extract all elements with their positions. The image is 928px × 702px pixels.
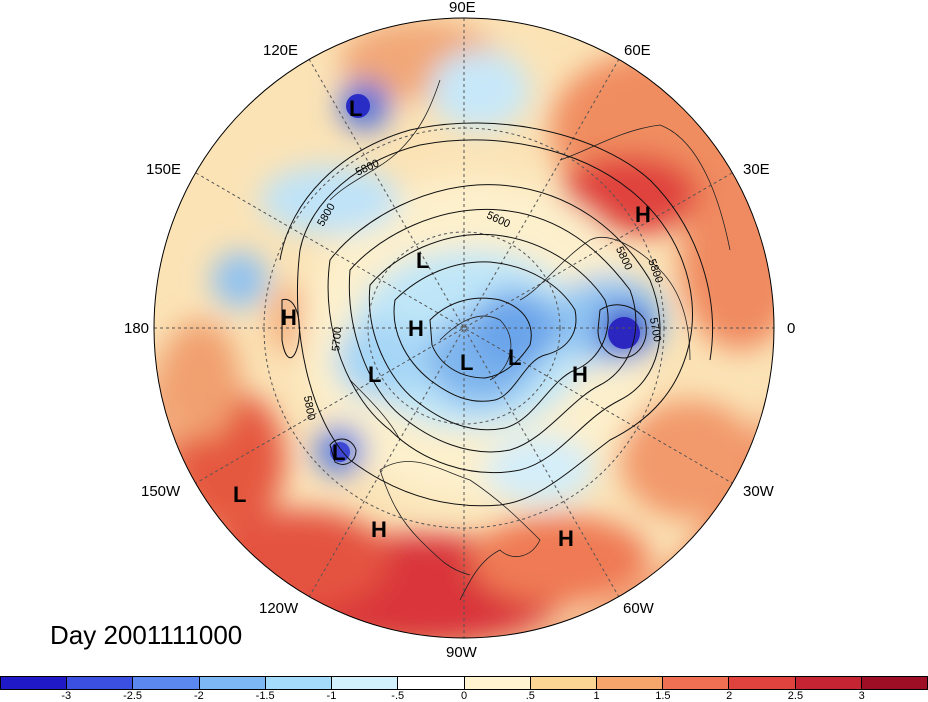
height-contours xyxy=(279,122,713,507)
colorbar-segment xyxy=(398,677,465,689)
high-pressure-center: H xyxy=(281,305,297,330)
low-pressure-center: L xyxy=(508,345,521,370)
high-pressure-center: H xyxy=(371,517,387,542)
colorbar-segment xyxy=(729,677,796,689)
colorbar-tick-label: -2 xyxy=(193,690,204,702)
colorbar-tick-label: 2 xyxy=(726,690,733,702)
low-pressure-center: L xyxy=(416,248,429,273)
colorbar-segment xyxy=(795,677,862,689)
contour-label: 5700 xyxy=(647,317,663,343)
high-pressure-center: H xyxy=(572,362,588,387)
colorbar-tick-label: 1.5 xyxy=(655,690,671,702)
colorbar xyxy=(0,676,928,690)
colorbar-segment xyxy=(199,677,266,689)
lon-label-0: 0 xyxy=(787,320,795,337)
colorbar-tick-label: -1 xyxy=(326,690,337,702)
graticule xyxy=(154,18,774,638)
colorbar-tick-label: 0 xyxy=(460,690,468,702)
lon-label-30e: 30E xyxy=(743,161,770,178)
colorbar-tick-label: -2.5 xyxy=(123,690,143,702)
lon-label-150e: 150E xyxy=(146,161,181,178)
lon-label-150w: 150W xyxy=(141,483,181,500)
low-pressure-center: L xyxy=(368,362,381,387)
colorbar-segment xyxy=(67,677,134,689)
lon-label-120w: 120W xyxy=(259,600,299,617)
colorbar-tick-label: -1.5 xyxy=(255,690,275,702)
low-pressure-center: L xyxy=(332,440,345,465)
colorbar-segment xyxy=(133,677,200,689)
contour-label: 5700 xyxy=(330,326,344,351)
polar-map: 5800 5800 5600 5800 5700 5700 5800 5800 … xyxy=(124,0,795,661)
anomaly-field xyxy=(154,18,774,638)
lon-label-90w: 90W xyxy=(446,644,478,661)
pressure-centers: L H L H H L L L H L L H H xyxy=(233,96,651,551)
lon-label-120e: 120E xyxy=(263,42,298,59)
map-boundary xyxy=(153,17,775,639)
colorbar-segment xyxy=(861,677,928,689)
high-pressure-center: H xyxy=(635,202,651,227)
coastlines xyxy=(329,79,731,601)
colorbar-tick-label: 2.5 xyxy=(787,690,804,702)
colorbar-segment xyxy=(663,677,730,689)
low-pressure-center: L xyxy=(460,350,473,375)
lon-label-60e: 60E xyxy=(624,42,651,59)
lon-label-90e: 90E xyxy=(449,0,476,16)
colorbar-tick-label: .5 xyxy=(525,690,535,702)
colorbar-segment xyxy=(332,677,399,689)
longitude-labels: 90E 60E 30E 0 30W 60W 90W 120W 150W 180 … xyxy=(124,0,795,661)
colorbar-ticks: -3 -2.5 -2 -1.5 -1 -.5 0 .5 1 1.5 2 2.5 3 xyxy=(0,690,928,702)
low-pressure-center: L xyxy=(349,96,362,121)
colorbar-tick-label: -.5 xyxy=(391,690,405,702)
colorbar-segment xyxy=(1,677,68,689)
colorbar-segment xyxy=(530,677,597,689)
colorbar-tick-label: -3 xyxy=(61,690,72,702)
day-title: Day 2001111000 xyxy=(50,620,243,650)
colorbar-tick-label: 3 xyxy=(858,690,865,702)
colorbar-segment xyxy=(464,677,531,689)
colorbar-tick-label: 1 xyxy=(593,690,600,702)
lon-label-30w: 30W xyxy=(743,483,775,500)
lon-label-180: 180 xyxy=(124,320,149,337)
high-pressure-center: H xyxy=(408,316,424,341)
lon-label-60w: 60W xyxy=(623,600,655,617)
high-pressure-center: H xyxy=(558,526,574,551)
low-pressure-center: L xyxy=(233,482,246,507)
colorbar-segment xyxy=(596,677,664,689)
contour-label: 5800 xyxy=(301,395,317,421)
colorbar-segment xyxy=(265,677,333,689)
